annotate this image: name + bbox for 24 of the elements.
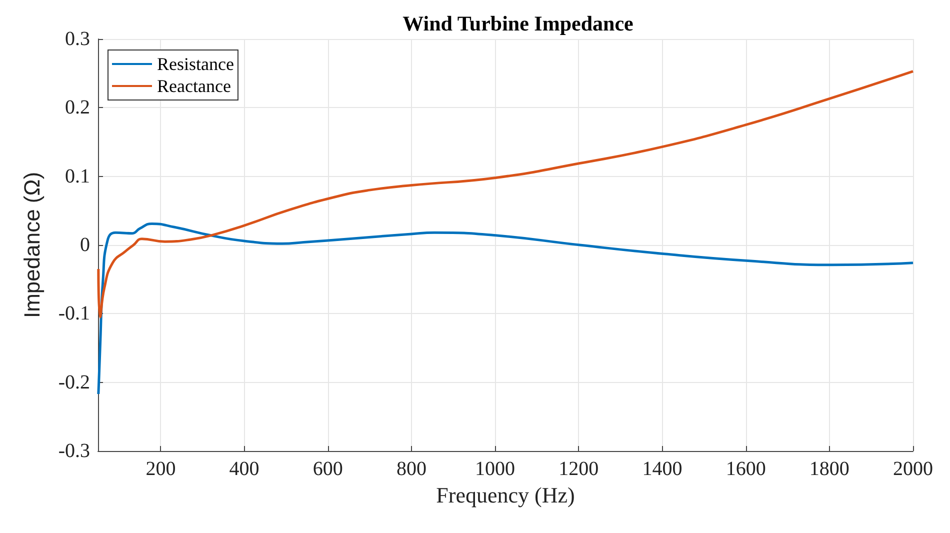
chart-title: Wind Turbine Impedance xyxy=(402,12,634,36)
y-tick-label: -0.1 xyxy=(58,302,90,325)
x-tick-label: 1000 xyxy=(475,458,516,480)
line-series xyxy=(97,70,914,318)
y-axis-title: Impedance (Ω) xyxy=(20,172,44,318)
y-tick-label: 0.3 xyxy=(65,28,90,50)
x-tick-label: 1400 xyxy=(642,458,682,480)
x-tick-label: 2000 xyxy=(893,458,933,480)
y-tick-label: 0.2 xyxy=(65,96,90,119)
line-series xyxy=(97,222,914,396)
y-tick-label: 0 xyxy=(80,234,90,256)
x-tick-label: 1800 xyxy=(809,458,850,480)
x-tick-label: 400 xyxy=(229,458,260,480)
x-axis-title: Frequency (Hz) xyxy=(436,482,575,508)
legend-label: Resistance xyxy=(157,54,234,74)
x-tick-label: 1200 xyxy=(558,458,599,480)
legend-label: Reactance xyxy=(157,76,231,96)
x-tick-label: 1600 xyxy=(726,458,766,480)
x-tick-label: 800 xyxy=(396,458,426,480)
y-tick-label: -0.2 xyxy=(58,371,90,394)
x-tick-label: 200 xyxy=(146,458,176,480)
x-tick-label: 600 xyxy=(312,458,343,480)
y-tick-label: 0.1 xyxy=(65,165,90,188)
y-tick-label: -0.3 xyxy=(58,440,90,462)
